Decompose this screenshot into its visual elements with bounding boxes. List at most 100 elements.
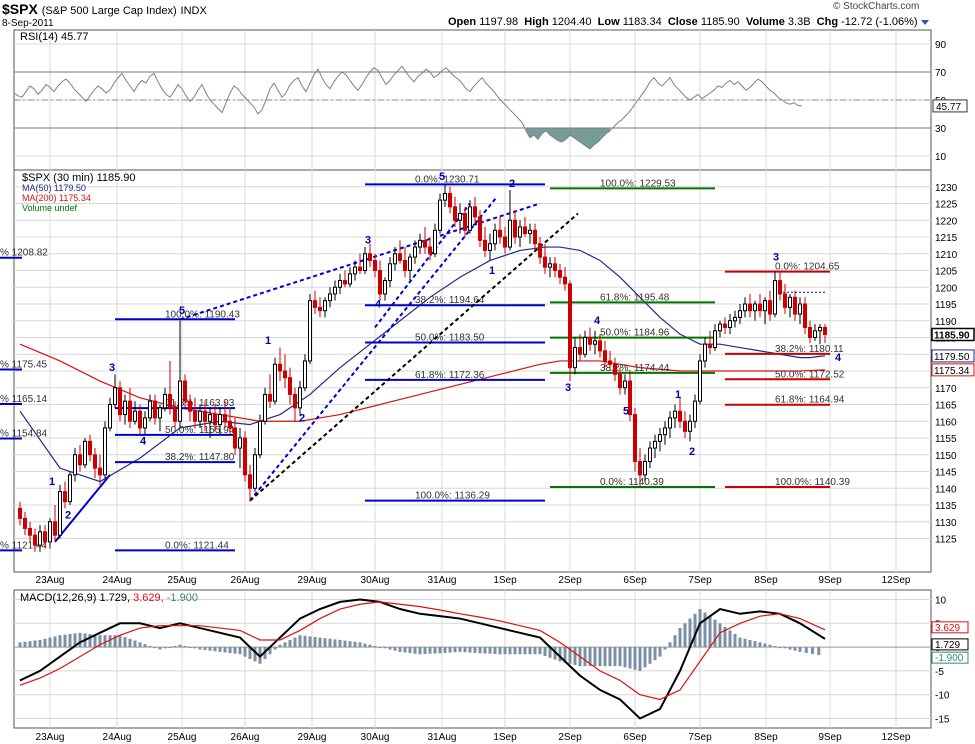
candle-body — [438, 199, 442, 231]
candle-body — [458, 213, 462, 221]
macd-histogram-bar — [298, 635, 302, 648]
price-tick-label: 1210 — [935, 250, 958, 261]
candle-body — [478, 216, 482, 241]
macd-histogram-bar — [308, 636, 312, 648]
price-tick-label: 1130 — [935, 518, 957, 529]
x-tick-label: 25Aug — [168, 575, 197, 586]
candle-body — [718, 323, 722, 332]
macd-histogram-bar — [58, 635, 62, 648]
candle-body — [523, 226, 527, 235]
candle-body — [643, 460, 647, 476]
macd-histogram-bar — [253, 647, 257, 662]
candle-body — [138, 410, 142, 429]
macd-histogram-bar — [428, 647, 432, 654]
candle-body — [223, 414, 227, 422]
wave-label: 3 — [109, 362, 115, 374]
candle-body — [468, 206, 472, 231]
x-tick-label: 7Sep — [688, 575, 712, 586]
candle-body — [503, 236, 507, 248]
macd-histogram-bar — [303, 635, 307, 648]
macd-histogram-bar — [413, 647, 417, 654]
x-tick-label: 12Sep — [882, 575, 911, 586]
candle-body — [693, 400, 697, 422]
candle-body — [608, 360, 612, 365]
price-tick-label: 1220 — [935, 216, 958, 227]
macd-value-tag — [931, 638, 969, 651]
macd-histogram-bar — [358, 642, 362, 648]
rsi-value-text: 45.77 — [936, 102, 961, 113]
macd-histogram-bar — [733, 634, 737, 648]
macd-histogram-bar — [388, 647, 392, 650]
candle-body — [193, 410, 197, 422]
candle-body — [108, 404, 112, 429]
macd-histogram-bar — [778, 647, 782, 649]
chevron-down-icon[interactable] — [920, 19, 929, 25]
candle-body — [303, 360, 307, 389]
x-tick-label: 30Aug — [361, 575, 390, 586]
macd-histogram-bar — [768, 644, 772, 648]
x-tick-label: 23Aug — [36, 732, 65, 743]
fib-level-label: 100.0%: 1136.29 — [415, 491, 490, 502]
macd-histogram-bar — [788, 647, 792, 650]
macd-histogram-bar — [543, 647, 547, 657]
wave-label: 5 — [179, 305, 185, 317]
macd-legend: MACD(12,26,9) 1.729, 3.629, -1.900 — [20, 592, 198, 604]
candle-body — [733, 316, 737, 322]
fib-level-label: 61.8%: 1164.94 — [775, 395, 845, 406]
price-legend-item: MA(50) 1179.50 — [22, 183, 86, 193]
macd-legend-item: MACD(12,26,9) — [20, 592, 96, 604]
candle-body — [68, 474, 72, 503]
candle-body — [658, 434, 662, 442]
candle-body — [158, 407, 162, 419]
candle-body — [98, 467, 102, 476]
macd-histogram-bar — [28, 641, 32, 648]
macd-histogram-bar — [228, 647, 232, 654]
candle-body — [333, 286, 337, 295]
candle-body — [148, 400, 152, 419]
candle-body — [743, 303, 747, 312]
macd-histogram-bar — [183, 645, 187, 648]
macd-histogram-bar — [193, 647, 197, 649]
candle-body — [518, 226, 522, 238]
macd-histogram-bar — [53, 636, 57, 648]
candle-body — [308, 300, 312, 362]
macd-value-tag — [931, 651, 969, 664]
macd-histogram-bar — [498, 647, 502, 655]
candle-body — [118, 387, 122, 416]
macd-histogram-bar — [538, 647, 542, 655]
macd-histogram-bar — [283, 642, 287, 648]
candle-body — [723, 323, 727, 328]
price-tick-label: 1155 — [935, 434, 957, 445]
macd-histogram-bar — [93, 634, 97, 648]
candle-body — [483, 239, 487, 251]
macd-histogram-bar — [218, 647, 222, 652]
candle-body — [713, 330, 717, 349]
candle-body — [538, 243, 542, 258]
candle-body — [548, 263, 552, 268]
candle-body — [473, 206, 477, 218]
candle-body — [203, 410, 207, 422]
candle-body — [613, 363, 617, 375]
macd-histogram-bar — [798, 647, 802, 652]
macd-histogram-bar — [148, 645, 152, 648]
x-tick-label: 26Aug — [231, 732, 260, 743]
macd-histogram-bar — [198, 647, 202, 650]
candle-body — [393, 253, 397, 265]
macd-histogram-bar — [478, 647, 482, 654]
x-tick-label: 9Sep — [818, 575, 842, 586]
candle-body — [638, 460, 642, 476]
candle-body — [768, 300, 772, 315]
candle-body — [363, 253, 367, 271]
macd-histogram-bar — [48, 637, 52, 648]
wave-label: 2 — [689, 446, 695, 458]
macd-histogram-bar — [118, 635, 122, 648]
macd-histogram-bar — [208, 647, 212, 651]
price-legend-item: MA(200) 1175.34 — [22, 193, 91, 203]
macd-histogram-bar — [793, 647, 797, 651]
macd-histogram-bar — [588, 647, 592, 667]
macd-value-text: 3.629 — [935, 623, 960, 634]
high-label: High — [524, 16, 549, 28]
candle-body — [178, 380, 182, 422]
macd-histogram-bar — [373, 645, 377, 648]
candle-body — [388, 263, 392, 282]
